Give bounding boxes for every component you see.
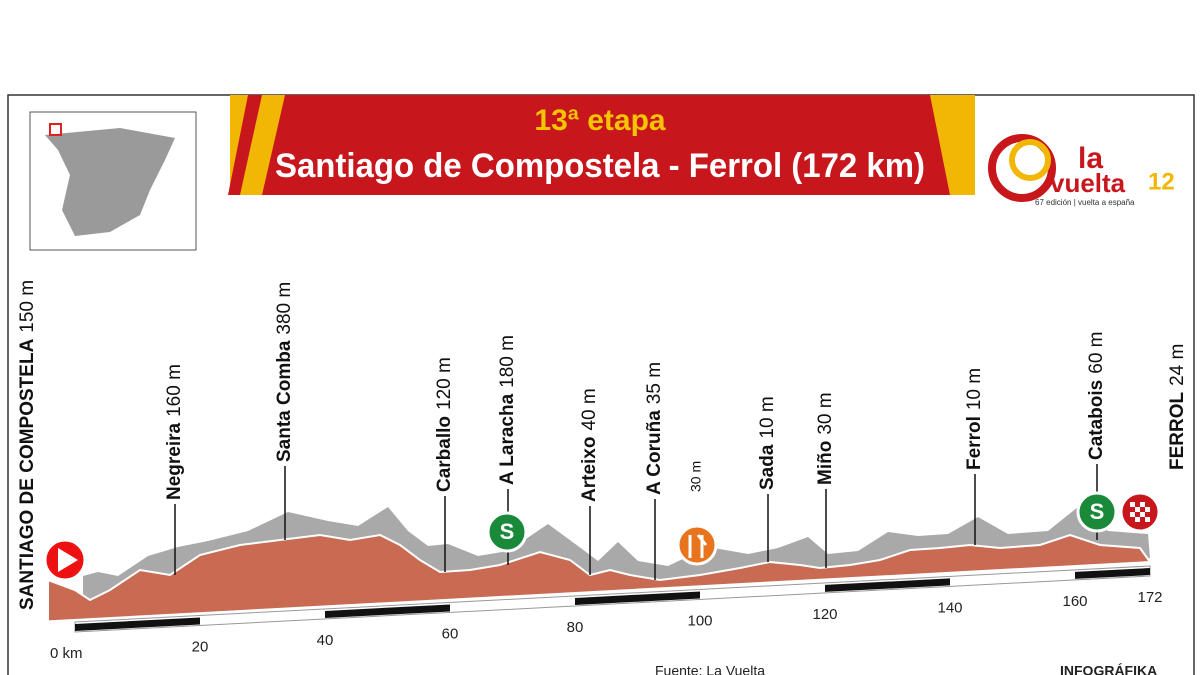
waypoint-name: FERROL [1167, 392, 1188, 471]
sprint-letter: S [500, 519, 515, 544]
feed-icon [676, 524, 718, 566]
km-label: 20 [192, 638, 209, 655]
waypoint-elevation: 10 m [964, 368, 985, 410]
route-title: Santiago de Compostela - Ferrol (172 km) [275, 147, 925, 185]
waypoint-label: Miño 30 m [815, 392, 836, 485]
waypoint-elevation: 380 m [274, 282, 295, 335]
credit: INFOGRÁFIKA [1060, 663, 1157, 675]
logo-la: la [1078, 142, 1103, 175]
km-label: 60 [442, 625, 459, 642]
waypoint-name: Arteixo [579, 437, 600, 502]
waypoint-label: Carballo 120 m [434, 357, 455, 492]
logo-tagline: 67 edición | vuelta a españa [1035, 198, 1135, 207]
km-segment [1075, 568, 1150, 579]
stage-title: 13ª etapa [534, 104, 665, 137]
finish-check [1140, 502, 1145, 507]
waypoint-elevation: 180 m [497, 335, 518, 388]
km-segment [575, 591, 700, 605]
logo-swirl-inner [1009, 139, 1051, 181]
finish-check [1140, 512, 1145, 517]
sprint-letter: S [1090, 499, 1105, 524]
waypoint-name: Ferrol [964, 416, 985, 470]
waypoint-name: A Laracha [497, 393, 518, 485]
source: Fuente: La Vuelta [655, 663, 765, 675]
banner-stripe-cut [228, 95, 262, 195]
waypoint-label: Catabois 60 m [1086, 332, 1107, 461]
waypoint-elevation: 10 m [757, 396, 778, 438]
finish-check [1130, 512, 1135, 517]
feed-cutlery [688, 534, 708, 558]
waypoint-label: Ferrol 10 m [964, 368, 985, 470]
km-label: 40 [317, 632, 334, 649]
waypoint-name: Sada [757, 444, 778, 490]
waypoint-label: Arteixo 40 m [579, 388, 600, 502]
waypoint-elevation: 30 m [815, 392, 836, 434]
logo-year: 12 [1148, 168, 1175, 195]
finish-check [1135, 517, 1140, 522]
banner-stripe-right [930, 95, 975, 195]
waypoint-elevation: 120 m [434, 357, 455, 410]
waypoint-elevation: 150 m [17, 280, 38, 333]
km-segment [825, 578, 950, 592]
feed-label: 30 m [688, 461, 704, 492]
start-arrow [58, 548, 78, 572]
km-label: 172 [1137, 589, 1162, 606]
waypoint-name: Carballo [434, 416, 455, 492]
km-label: 120 [812, 606, 837, 623]
km-segment [75, 617, 200, 631]
sprint-icon [1076, 491, 1118, 533]
km-label: 80 [567, 619, 584, 636]
km-label: 0 km [50, 645, 83, 662]
waypoint-label: Santa Comba 380 m [274, 282, 295, 462]
waypoint-elevation: 160 m [164, 364, 185, 417]
waypoint-label: SANTIAGO DE COMPOSTELA 150 m [17, 280, 38, 610]
waypoint-name: Miño [815, 441, 836, 485]
waypoint-label: Negreira 160 m [164, 364, 185, 500]
finish-check [1135, 507, 1140, 512]
waypoint-name: Santa Comba [274, 340, 295, 462]
waypoint-label: FERROL 24 m [1167, 344, 1188, 470]
km-label: 140 [937, 599, 962, 616]
sprint-icon [486, 511, 528, 553]
km-label: 160 [1062, 593, 1087, 610]
waypoint-label: Sada 10 m [757, 396, 778, 490]
map-marker [49, 123, 62, 136]
waypoint-label: A Laracha 180 m [497, 335, 518, 485]
waypoint-elevation: 24 m [1167, 344, 1188, 386]
finish-check [1145, 517, 1150, 522]
map-iberia [45, 128, 175, 236]
waypoint-name: A Coruña [644, 410, 665, 495]
finish-check [1130, 502, 1135, 507]
waypoint-elevation: 60 m [1086, 332, 1107, 374]
km-segment [325, 604, 450, 618]
logo-vuelta: vuelta [1050, 168, 1126, 198]
waypoint-name: Negreira [164, 422, 185, 500]
waypoint-elevation: 40 m [579, 388, 600, 430]
km-label: 100 [687, 612, 712, 629]
logo-swirl [988, 134, 1056, 202]
waypoint-elevation: 35 m [644, 362, 665, 404]
waypoint-name: Catabois [1086, 380, 1107, 460]
waypoint-label: A Coruña 35 m [644, 362, 665, 495]
waypoint-name: SANTIAGO DE COMPOSTELA [17, 338, 38, 610]
banner [230, 95, 975, 195]
finish-check [1145, 507, 1150, 512]
